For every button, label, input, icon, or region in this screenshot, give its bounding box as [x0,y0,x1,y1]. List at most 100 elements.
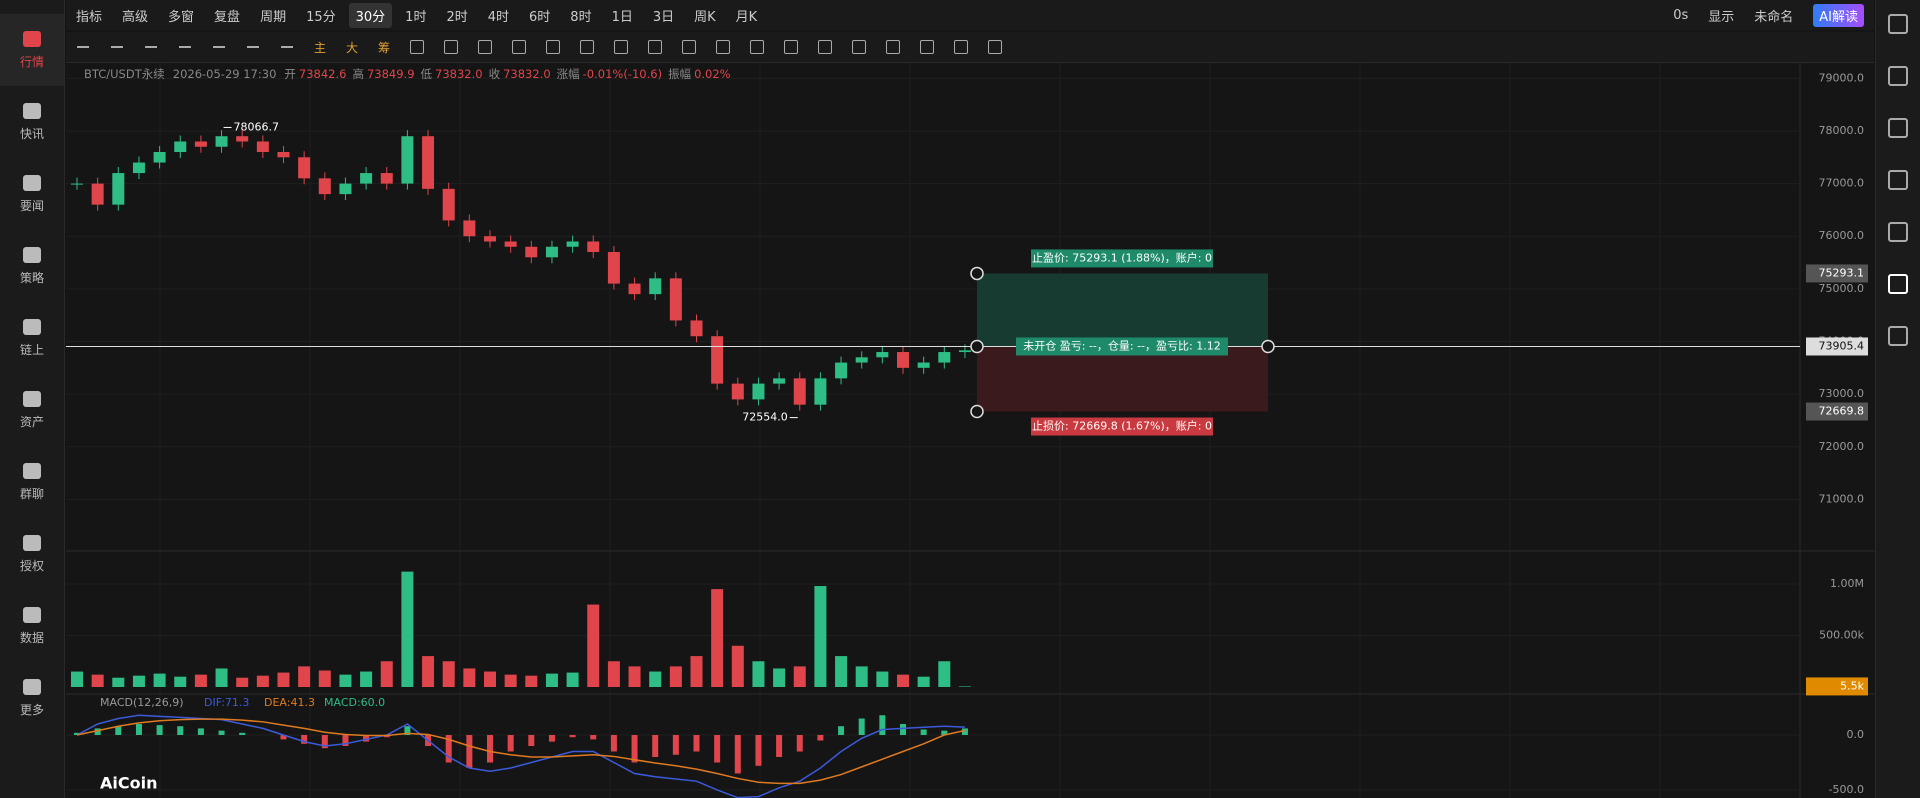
tool-icon[interactable] [750,40,765,54]
toolbar-button[interactable]: 未命名 [1754,9,1794,25]
tool-icon[interactable] [784,40,799,54]
macd-bar [507,735,514,752]
tool-text[interactable]: 主 [314,40,327,55]
tool-icon[interactable] [546,40,561,54]
toolbar-button[interactable]: 显示 [1708,9,1735,25]
tool-icon[interactable] [716,40,731,54]
candle [360,173,373,184]
tool-icon[interactable] [682,40,697,54]
toolbar-button[interactable]: 高级 [122,9,149,25]
candle [876,352,889,358]
candle [504,241,517,247]
sidebar-item[interactable]: 资产 [0,374,64,446]
macd-bar [239,732,246,736]
tool-icon[interactable] [920,40,935,54]
candle [545,246,558,258]
field-label: 高 [352,67,364,81]
candle [236,136,249,142]
timeframe[interactable]: 8时 [570,9,592,25]
sidebar-item[interactable]: 快讯 [0,86,64,158]
field-value: 73832.0 [503,67,551,81]
handle[interactable] [1261,339,1275,354]
tool-icon[interactable] [179,46,191,48]
sidebar-item[interactable]: 群聊 [0,446,64,518]
sidebar-label: 要闻 [19,198,44,213]
timeframe[interactable]: 1日 [611,9,633,25]
candle [814,378,827,405]
tool-icon[interactable] [614,40,629,54]
volume-bar [442,661,455,687]
candle [174,141,187,153]
candle [132,162,145,174]
macd-bar [156,725,163,736]
timeframe[interactable]: 2时 [446,9,468,25]
tool-text[interactable]: 大 [346,40,359,55]
timeframe[interactable]: 4时 [487,9,510,25]
candle [422,136,435,189]
sidebar-label: 群聊 [19,486,44,501]
tool-icon[interactable] [213,46,225,48]
macd-bar [301,735,308,744]
tool-icon[interactable] [988,40,1003,54]
tool-icon[interactable] [247,46,259,48]
toolbar-button[interactable]: 指标 [76,9,103,25]
tool-icon[interactable] [478,40,493,54]
tool-icon[interactable] [444,40,459,54]
volume-bar [711,589,724,687]
tool-icon[interactable] [886,40,901,54]
tool-icon[interactable] [145,46,157,48]
toolbar-button[interactable]: 周期 [260,9,287,25]
macd-bar [879,715,886,736]
timeframe[interactable]: 6时 [529,9,551,25]
volume-bar [504,674,517,687]
tool-icon[interactable] [648,40,663,54]
tool-icon[interactable] [111,46,123,48]
sidebar-item[interactable]: 行情 [0,14,64,86]
timeframe[interactable]: 3日 [652,9,675,25]
tool-icon[interactable] [512,40,527,54]
toolbar-button[interactable]: AI解读 [1813,3,1864,27]
sidebar-item[interactable]: 数据 [0,590,64,662]
tool-icon[interactable] [818,40,833,54]
toolbar-button[interactable]: 复盘 [214,9,241,25]
volume-bar [793,666,806,687]
timeframe[interactable]: 15分 [306,9,336,25]
macd-legend: DIF:71.3 [204,696,249,709]
price-badge-label: 73905.4 [1819,339,1865,352]
sidebar-label: 资产 [19,414,44,429]
handle[interactable] [970,404,984,419]
volume-bar [298,666,311,687]
timeframe[interactable]: 1时 [405,9,427,25]
y-tick-label: 79000.0 [1819,71,1865,84]
timeframe[interactable]: 30分 [348,2,393,28]
timeframe[interactable]: 周K [694,9,716,25]
toolbar-button[interactable]: 多窗 [168,9,195,25]
tool-icon[interactable] [852,40,867,54]
tool-icon[interactable] [77,46,89,48]
tool-icon[interactable] [281,46,293,48]
max-marker: 78066.7 [234,120,279,133]
candle [91,183,104,205]
price-badge [1806,402,1868,421]
handle[interactable] [970,339,984,354]
tool-icon[interactable] [954,40,969,54]
sidebar-item[interactable]: 链上 [0,302,64,374]
sidebar-item[interactable]: 授权 [0,518,64,590]
tool-icon[interactable] [410,40,425,54]
volume-bar [545,673,558,687]
sidebar: 行情快讯要闻策略 链上资产群聊授权 数据 更多 [0,0,65,798]
field-value: -0.01%(-10.6) [582,67,663,81]
timeframe[interactable]: 月K [735,9,758,25]
sidebar-item[interactable]: 要闻 [0,158,64,230]
tool-text[interactable]: 筹 [378,40,391,55]
y-tick-label: 72000.0 [1819,440,1865,453]
toolbar-button[interactable]: 0s [1673,7,1689,23]
tool-icon[interactable] [580,40,595,54]
sidebar-item[interactable]: 更多 [0,662,64,734]
sidebar-label: 行情 [19,54,44,69]
sidebar-item[interactable]: 策略 [0,230,64,302]
handle[interactable] [970,266,984,281]
macd-bar [94,728,101,736]
macd-bar [838,726,845,736]
candle [628,283,641,295]
